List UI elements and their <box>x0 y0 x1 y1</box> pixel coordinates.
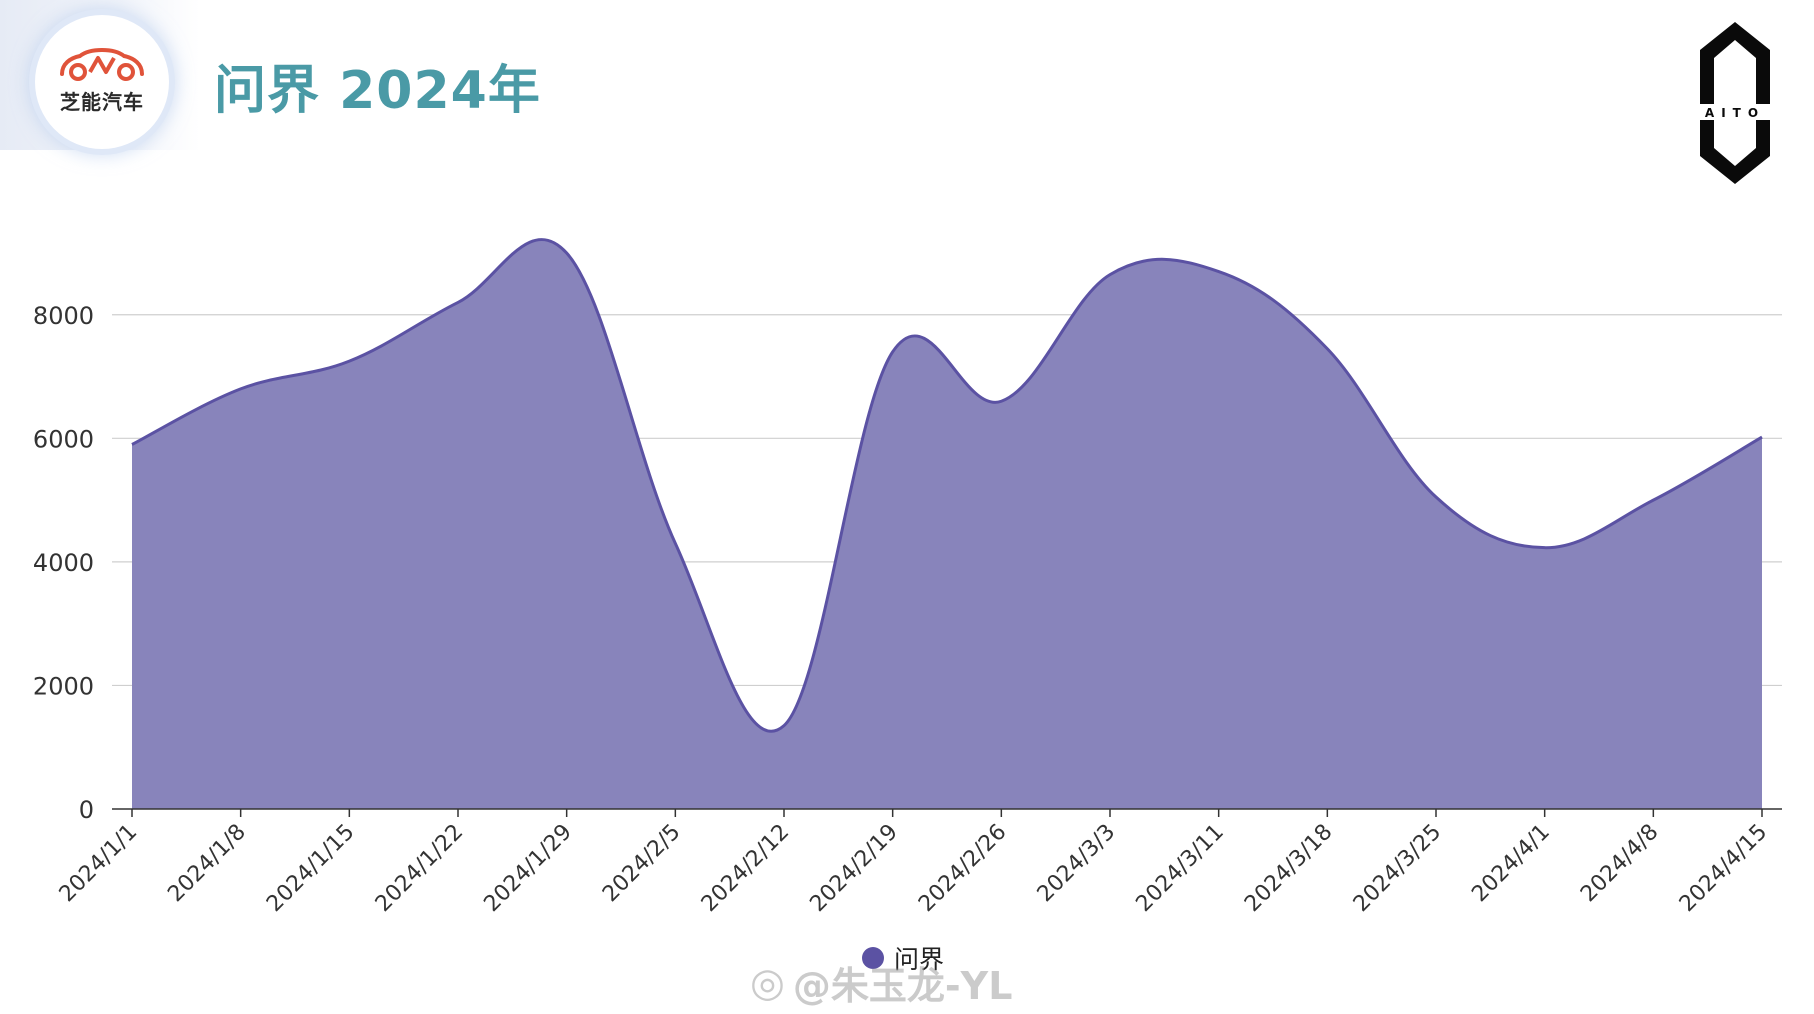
x-tick-label: 2024/1/29 <box>479 820 576 917</box>
aito-logo-icon: AITO <box>1696 22 1774 184</box>
x-tick-label: 2024/1/8 <box>163 820 251 908</box>
x-tick-label: 2024/4/15 <box>1675 820 1772 917</box>
legend-label: 问界 <box>894 945 945 974</box>
series-area <box>131 238 1763 809</box>
x-tick-label: 2024/1/1 <box>55 820 143 908</box>
x-tick-label: 2024/2/5 <box>598 820 686 908</box>
brand-logo-badge: 芝能汽车 <box>35 15 169 149</box>
watermark: ◎ @朱玉龙-YL <box>750 955 1012 1010</box>
weibo-icon: ◎ <box>750 959 785 1006</box>
y-tick-label: 4000 <box>33 549 94 577</box>
x-tick-label: 2024/1/22 <box>371 820 468 917</box>
x-tick-label: 2024/3/11 <box>1131 820 1228 917</box>
brand-name: 芝能汽车 <box>60 89 144 114</box>
y-tick-label: 6000 <box>33 425 94 453</box>
chart-legend: 问界 <box>862 940 944 976</box>
y-tick-label: 2000 <box>33 672 94 700</box>
x-tick-label: 2024/2/12 <box>697 820 794 917</box>
aito-logo-text: AITO <box>1705 106 1765 120</box>
x-tick-label: 2024/3/18 <box>1240 820 1337 917</box>
x-tick-label: 2024/4/1 <box>1467 820 1555 908</box>
x-tick-label: 2024/2/26 <box>914 820 1011 917</box>
x-tick-label: 2024/3/3 <box>1033 820 1121 908</box>
x-tick-label: 2024/4/8 <box>1576 820 1664 908</box>
x-tick-label: 2024/3/25 <box>1349 820 1446 917</box>
series-area-fill <box>132 239 1762 809</box>
legend-marker <box>862 947 884 969</box>
car-logo-icon <box>60 47 144 81</box>
y-tick-label: 8000 <box>33 302 94 330</box>
watermark-text: @朱玉龙-YL <box>792 964 1013 1008</box>
x-tick-label: 2024/2/19 <box>805 820 902 917</box>
y-tick-label: 0 <box>79 796 94 824</box>
page-title: 问界 2024年 <box>214 61 541 121</box>
x-tick-label: 2024/1/15 <box>262 820 359 917</box>
